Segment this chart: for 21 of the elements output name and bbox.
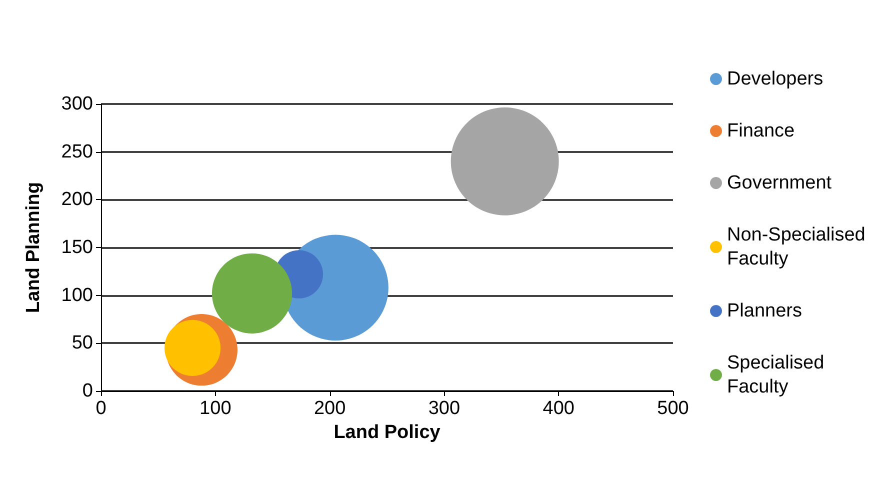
y-tick-label: 100	[61, 284, 93, 306]
y-tick-label: 50	[72, 332, 93, 354]
y-tick-label: 200	[61, 189, 93, 210]
x-tick-label: 500	[657, 398, 689, 419]
legend-label: Non-Specialised Faculty	[727, 224, 871, 270]
y-tick-label: 300	[61, 94, 93, 114]
y-tick-label: 0	[82, 380, 93, 402]
legend-label: Finance	[727, 120, 795, 142]
legend-label: Planners	[727, 300, 802, 322]
x-tick-label: 400	[542, 398, 574, 419]
legend-label: Government	[727, 172, 832, 194]
x-tick-label: 200	[314, 398, 346, 419]
y-tick-label: 150	[61, 237, 93, 258]
x-tick-label: 100	[200, 398, 232, 419]
y-axis-title: Land Planning	[23, 182, 44, 313]
y-tick-label: 250	[61, 141, 93, 162]
legend-label: Specialised Faculty	[727, 352, 830, 398]
x-axis-title: Land Policy	[334, 422, 441, 443]
x-tick-label: 300	[428, 398, 460, 419]
x-tick-label: 0	[96, 398, 106, 419]
legend-label: Developers	[727, 68, 824, 90]
